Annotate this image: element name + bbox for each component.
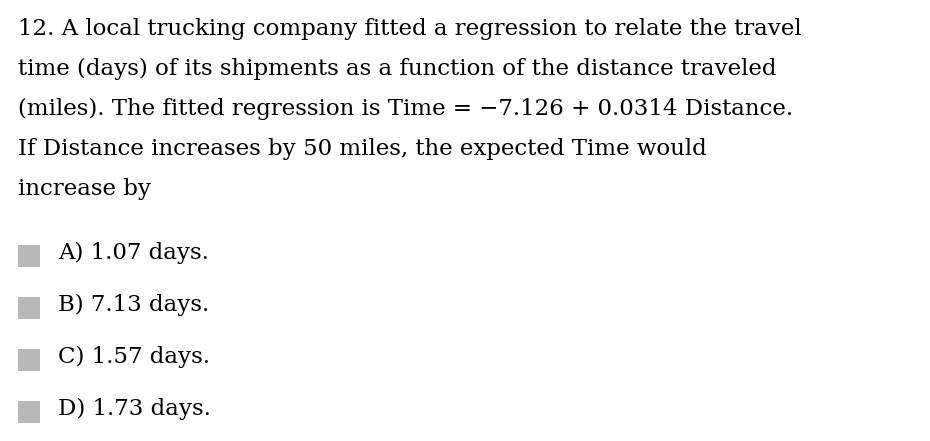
Bar: [18, 349, 40, 371]
Bar: [18, 245, 40, 267]
Text: 12. A local trucking company fitted a regression to relate the travel: 12. A local trucking company fitted a re…: [18, 18, 802, 40]
Text: A) 1.07 days.: A) 1.07 days.: [58, 242, 209, 264]
Text: C) 1.57 days.: C) 1.57 days.: [58, 346, 210, 368]
Text: time (days) of its shipments as a function of the distance traveled: time (days) of its shipments as a functi…: [18, 58, 777, 80]
Text: D) 1.73 days.: D) 1.73 days.: [58, 398, 211, 420]
Text: If Distance increases by 50 miles, the expected Time would: If Distance increases by 50 miles, the e…: [18, 138, 707, 160]
Bar: [18, 297, 40, 319]
Text: B) 7.13 days.: B) 7.13 days.: [58, 294, 209, 316]
Text: (miles). The fitted regression is Time = −7.126 + 0.0314 Distance.: (miles). The fitted regression is Time =…: [18, 98, 793, 120]
Text: increase by: increase by: [18, 178, 151, 200]
Bar: [18, 401, 40, 423]
